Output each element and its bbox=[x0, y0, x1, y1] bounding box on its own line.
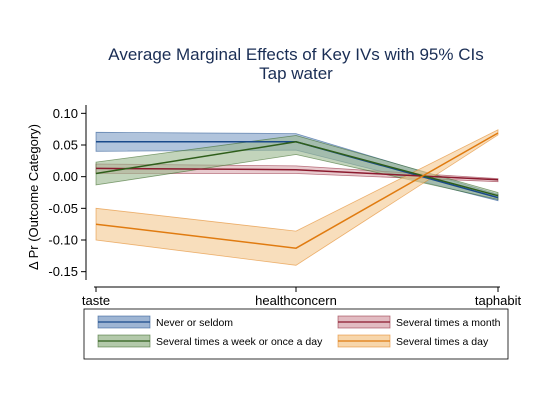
x-tick-label-taste: taste bbox=[82, 293, 110, 308]
plot-lines bbox=[95, 132, 499, 249]
ci-band-several-times-a-day bbox=[95, 129, 499, 266]
y-tick-label: -0.10 bbox=[48, 233, 78, 248]
x-tick-label-taphabit: taphabit bbox=[475, 293, 522, 308]
series-line-several-times-a-month bbox=[95, 167, 499, 181]
legend-label-several-times-a-day: Several times a day bbox=[396, 336, 489, 348]
x-tick-label-healthconcern: healthconcern bbox=[255, 293, 337, 308]
series-line-several-times-a-day bbox=[95, 132, 499, 249]
y-tick-label: -0.05 bbox=[48, 201, 78, 216]
y-axis-label: Δ Pr (Outcome Category) bbox=[26, 124, 41, 270]
legend: Never or seldom Several times a month Seve… bbox=[83, 308, 509, 360]
ci-band-several-times-a-week-or-once-a-day bbox=[95, 135, 499, 200]
y-tick-label: 0.05 bbox=[53, 138, 78, 153]
y-tick-label: 0.10 bbox=[53, 106, 78, 121]
legend-box bbox=[83, 308, 509, 360]
y-tick-label: 0.00 bbox=[53, 169, 78, 184]
legend-label-never-or-seldom: Never or seldom bbox=[156, 317, 233, 329]
legend-label-several-times-a-week-or-once-a-day: Several times a week or once a day bbox=[156, 336, 323, 348]
chart-title: Average Marginal Effects of Key IVs with… bbox=[108, 45, 483, 64]
y-tick-label: -0.15 bbox=[48, 264, 78, 279]
legend-label-several-times-a-month: Several times a month bbox=[396, 317, 501, 329]
series-line-several-times-a-week-or-once-a-day bbox=[95, 141, 499, 197]
chart-subtitle: Tap water bbox=[259, 64, 333, 83]
axes: 0.10 0.05 0.00 -0.05 -0.10 -0.15 taste healthco… bbox=[48, 105, 522, 308]
